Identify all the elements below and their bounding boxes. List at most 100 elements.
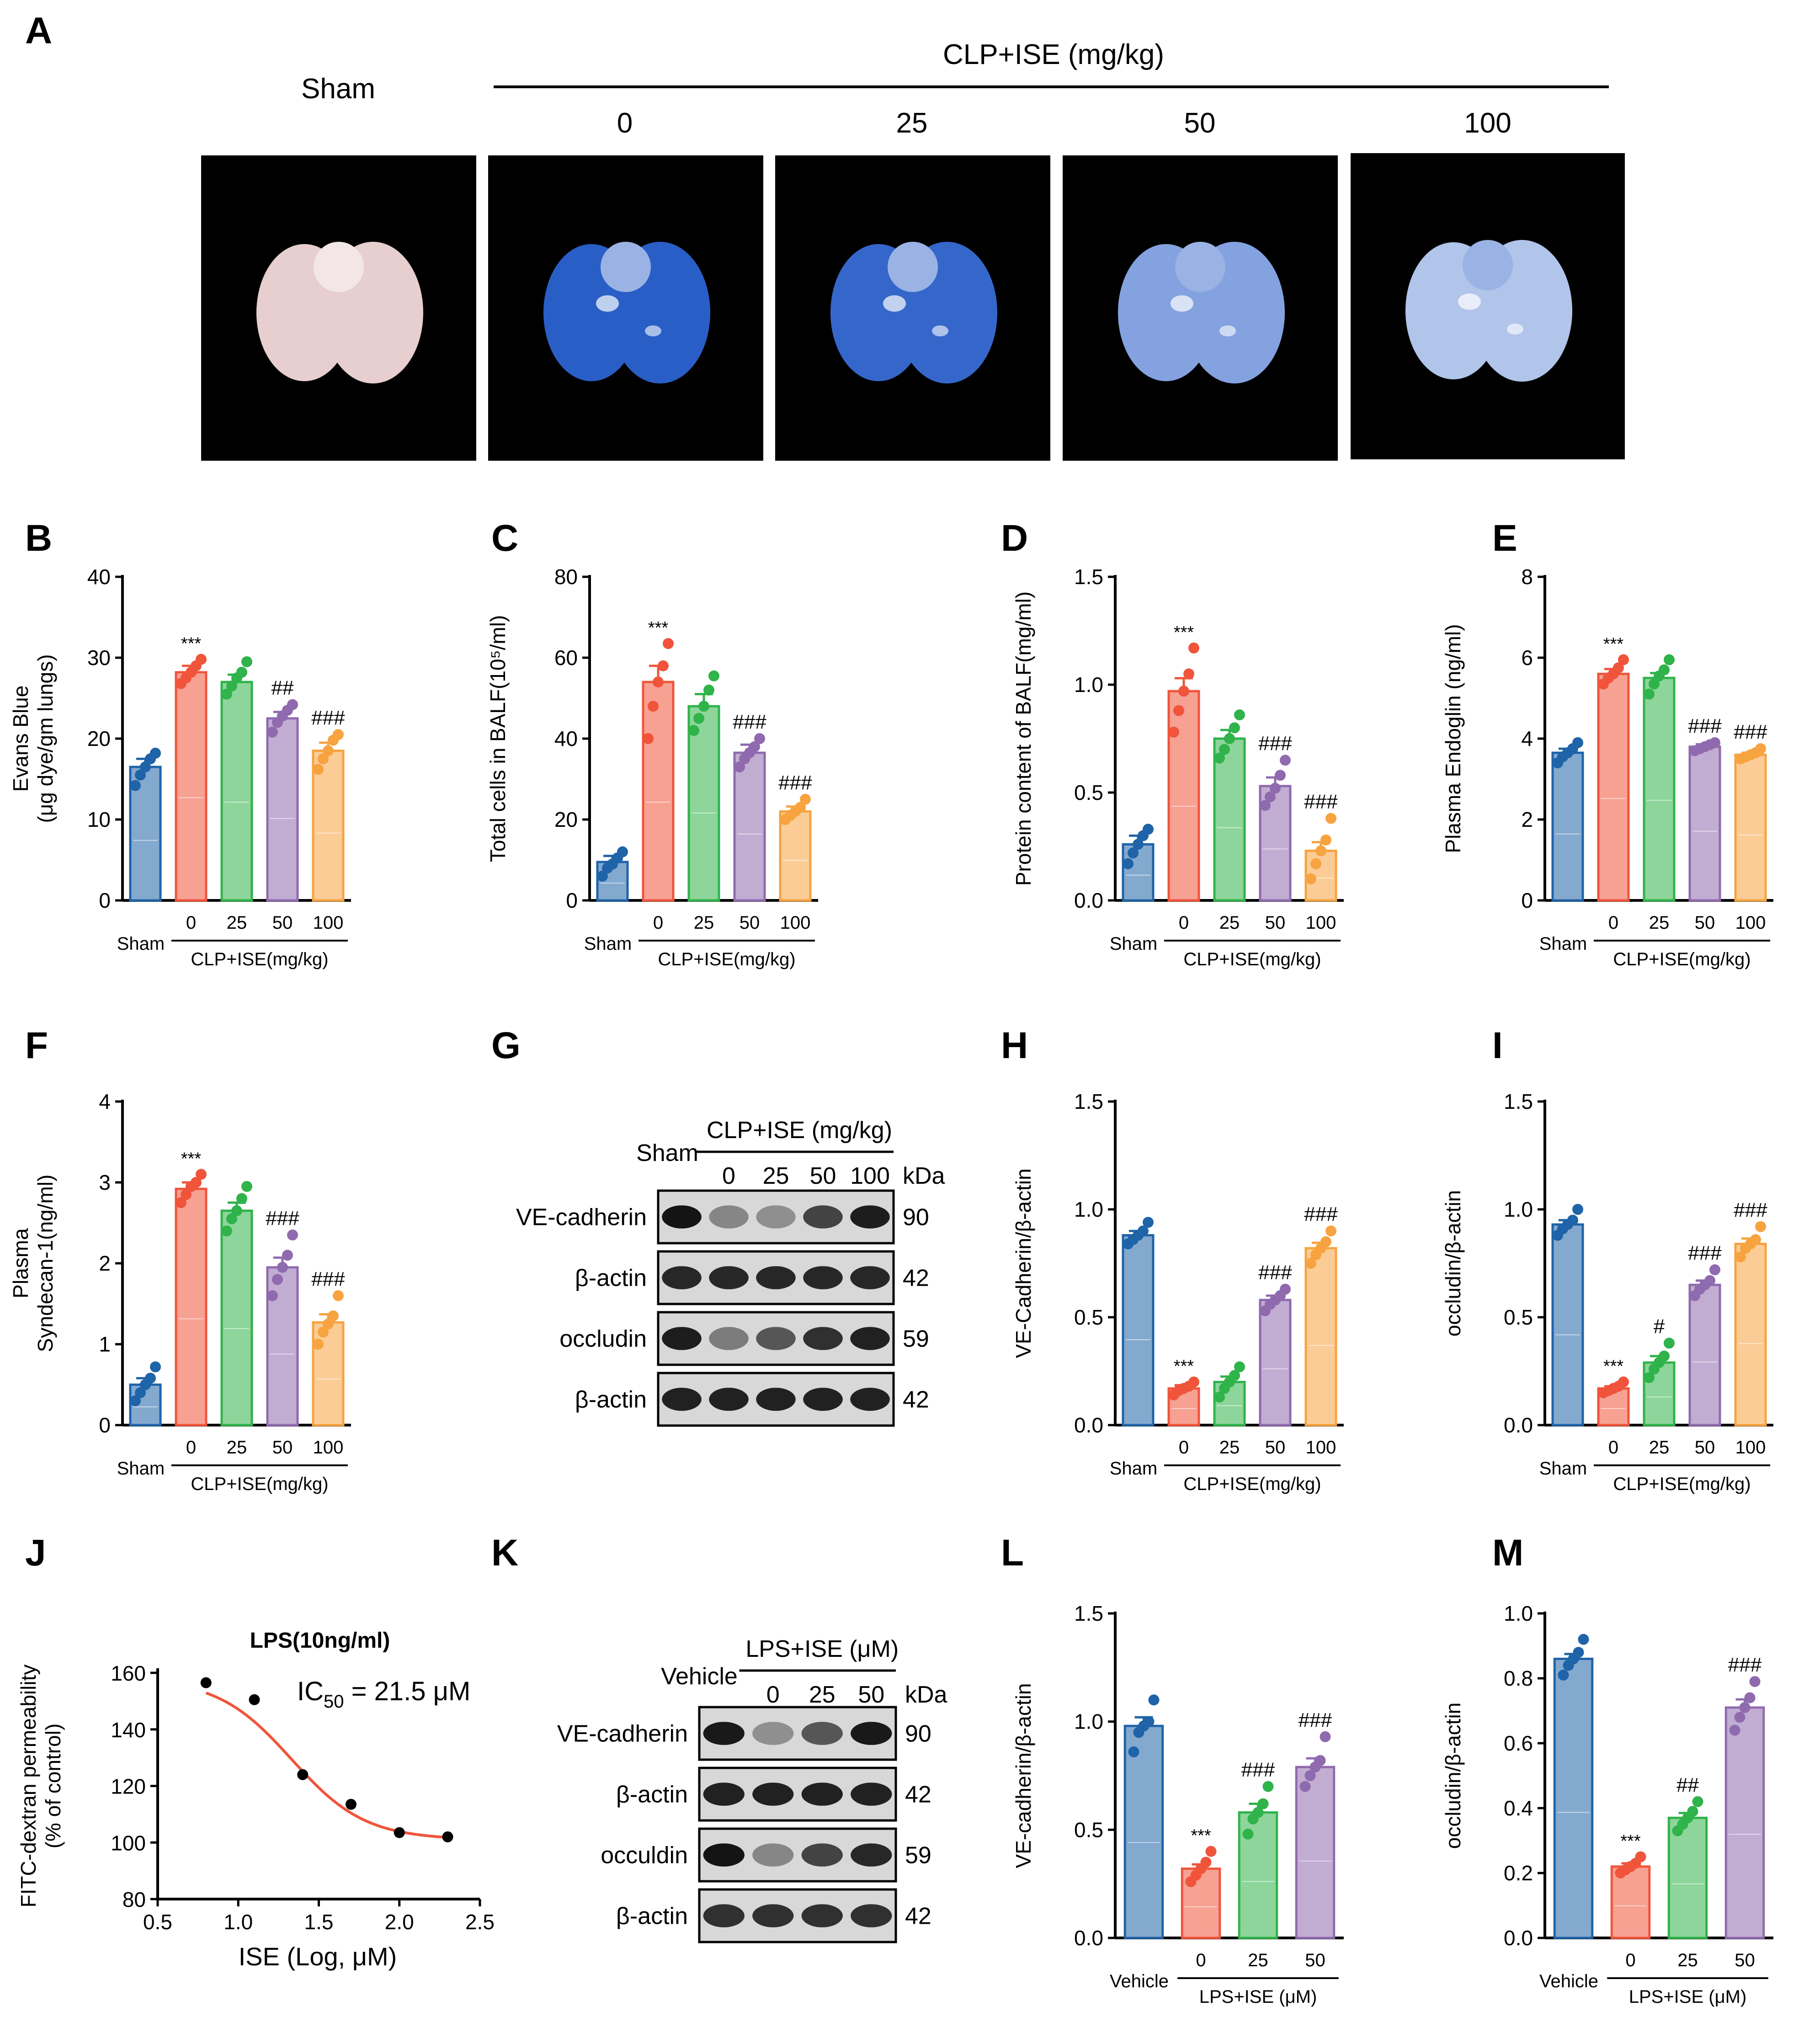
bar bbox=[1724, 1706, 1765, 1939]
data-point bbox=[617, 846, 628, 857]
y-tick-label: 80 bbox=[122, 1888, 146, 1911]
blot-row-label: VE-cadherin bbox=[557, 1721, 688, 1747]
blot-band bbox=[850, 1266, 890, 1289]
y-axis-label-line: Total cells in BALF(10⁵/ml) bbox=[486, 615, 510, 862]
y-axis-label-line: VE-cadherin/β-actin bbox=[1011, 1683, 1035, 1868]
significance-mark: ### bbox=[778, 772, 812, 794]
data-point bbox=[1234, 1361, 1245, 1373]
data-point bbox=[231, 1205, 242, 1216]
data-point bbox=[1558, 1669, 1569, 1681]
data-point bbox=[333, 729, 344, 740]
significance-mark: ### bbox=[1304, 791, 1338, 813]
x-dose-label: 50 bbox=[1305, 1950, 1325, 1970]
panel-letter-m: M bbox=[1492, 1532, 1523, 1574]
blot-band bbox=[703, 1904, 745, 1927]
blot-band bbox=[756, 1205, 796, 1229]
data-point bbox=[1252, 1807, 1264, 1818]
bar bbox=[1688, 1283, 1721, 1426]
x-dose-label: 100 bbox=[313, 1437, 344, 1458]
lung-highlight bbox=[1458, 293, 1481, 310]
data-point bbox=[1275, 770, 1286, 781]
x-control-label: Sham bbox=[117, 934, 165, 954]
x-dose-label: 25 bbox=[694, 913, 714, 933]
bar bbox=[642, 681, 675, 902]
data-point bbox=[1315, 845, 1326, 857]
blot-kda: 42 bbox=[905, 1903, 931, 1930]
y-tick-label: 4 bbox=[1521, 727, 1533, 750]
panel-letter-k: K bbox=[491, 1532, 518, 1574]
significance-mark: ### bbox=[733, 711, 766, 733]
x-dose-label: 0 bbox=[1179, 913, 1189, 933]
panel-letter-d: D bbox=[1001, 517, 1028, 559]
x-dose-label: 0 bbox=[1179, 1437, 1189, 1458]
data-point bbox=[267, 1290, 278, 1301]
bar bbox=[733, 751, 766, 902]
data-point bbox=[1143, 1716, 1155, 1727]
blot-band bbox=[662, 1388, 702, 1411]
data-point bbox=[1635, 1851, 1646, 1863]
data-point bbox=[1214, 752, 1225, 764]
x-group-label: LPS+ISE (μM) bbox=[1199, 1987, 1317, 2007]
y-tick-label: 0.4 bbox=[1504, 1796, 1533, 1820]
blot-band bbox=[662, 1327, 702, 1350]
blot-lane-label: 50 bbox=[858, 1682, 884, 1708]
data-point bbox=[277, 1261, 288, 1273]
x-dose-label: 50 bbox=[1695, 913, 1715, 933]
significance-mark: *** bbox=[1174, 1357, 1194, 1376]
significance-mark: ### bbox=[1688, 1242, 1722, 1264]
bar bbox=[175, 671, 208, 902]
data-point bbox=[1709, 1264, 1720, 1276]
lung-trachea bbox=[314, 242, 364, 292]
blot-band bbox=[752, 1783, 794, 1806]
panel-letter-h: H bbox=[1001, 1025, 1028, 1066]
panel-letter-e: E bbox=[1492, 517, 1517, 559]
bar bbox=[312, 750, 345, 902]
y-axis-label: Plasma Endoglin (ng/ml) bbox=[1441, 624, 1465, 853]
data-point bbox=[196, 1169, 207, 1180]
bar bbox=[220, 1209, 253, 1426]
data-point bbox=[272, 1274, 283, 1285]
y-tick-label: 0.8 bbox=[1504, 1666, 1533, 1690]
y-tick-label: 0.5 bbox=[1074, 781, 1103, 804]
chart-e: 0 2 4 6 8 Plasma Endoglin (ng/ml) *** ### ### Sha… bbox=[1441, 565, 1773, 969]
y-tick-label: 0 bbox=[1521, 889, 1533, 912]
bar bbox=[1688, 745, 1721, 902]
blot-row-label: occuldin bbox=[601, 1842, 688, 1869]
y-tick-label: 0.0 bbox=[1504, 1926, 1533, 1950]
blot-band bbox=[752, 1904, 794, 1927]
x-tick-label: 0.5 bbox=[143, 1910, 172, 1934]
y-axis-label: occludin/β-actin bbox=[1441, 1190, 1465, 1337]
data-point bbox=[800, 793, 811, 805]
x-group-label: CLP+ISE(mg/kg) bbox=[191, 949, 328, 969]
panel-a-dose-label: 100 bbox=[1464, 107, 1511, 139]
lung-highlight bbox=[645, 325, 661, 336]
y-tick-label: 160 bbox=[111, 1661, 146, 1685]
bar bbox=[1295, 1766, 1336, 1939]
data-point bbox=[708, 670, 719, 681]
blot-band bbox=[851, 1783, 892, 1806]
data-point bbox=[267, 726, 278, 738]
blot-control-label: Sham bbox=[636, 1140, 698, 1166]
data-point bbox=[1729, 1724, 1740, 1736]
data-point bbox=[328, 1310, 339, 1322]
blot-kda: 59 bbox=[903, 1326, 929, 1352]
blot-band bbox=[803, 1327, 843, 1350]
data-point bbox=[1739, 1702, 1751, 1713]
blot-band bbox=[801, 1722, 843, 1745]
blot-band bbox=[801, 1843, 843, 1867]
y-axis-label-line: occludin/β-actin bbox=[1441, 1190, 1465, 1337]
x-dose-label: 0 bbox=[1196, 1950, 1206, 1970]
western-blot-g: Sham CLP+ISE (mg/kg) 0 25 50 100 kDa VE-cadheri… bbox=[516, 1117, 945, 1427]
data-point bbox=[1755, 1221, 1766, 1232]
data-point bbox=[1572, 1204, 1583, 1215]
y-tick-label: 1.0 bbox=[1074, 1710, 1103, 1734]
blot-band bbox=[851, 1722, 892, 1745]
data-point bbox=[1325, 1225, 1336, 1237]
x-dose-label: 25 bbox=[1677, 1950, 1698, 1970]
y-tick-label: 1.0 bbox=[1504, 1602, 1533, 1625]
data-point bbox=[1178, 686, 1189, 697]
data-point bbox=[442, 1831, 453, 1842]
y-axis-label-line: (% of control) bbox=[41, 1724, 65, 1849]
blot-band bbox=[850, 1205, 890, 1229]
data-point bbox=[1173, 705, 1184, 716]
